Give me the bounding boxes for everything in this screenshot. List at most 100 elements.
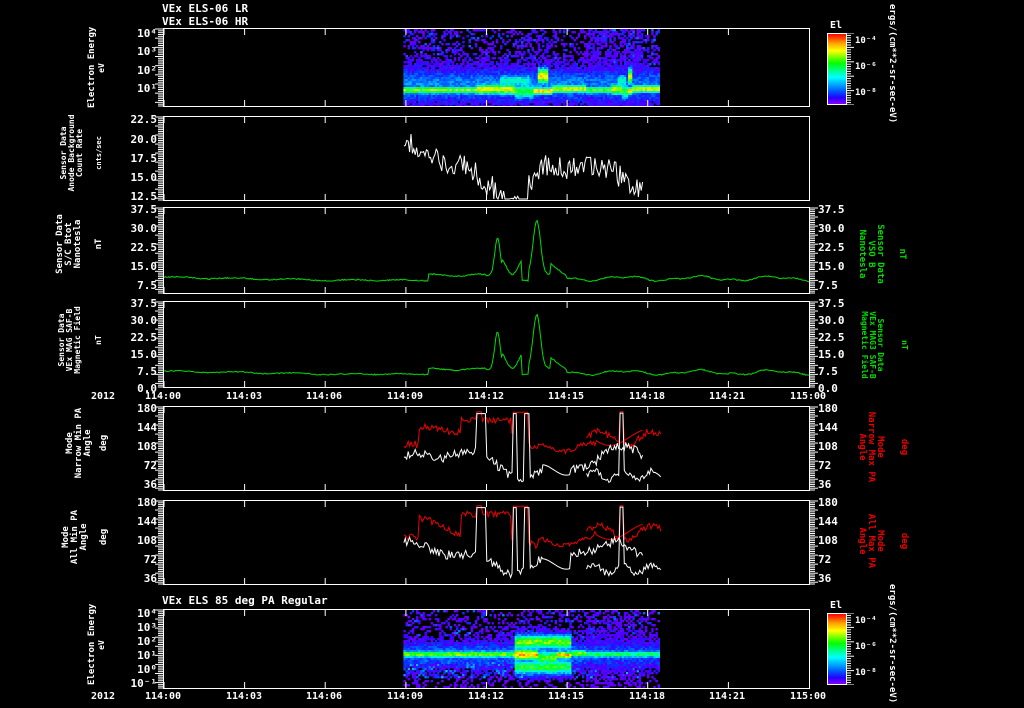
p6-ytick-0: 180 <box>137 496 157 509</box>
panel-narrow-pa[interactable] <box>163 406 810 491</box>
mid-xtick-3: 114:09 <box>386 391 424 402</box>
bot-xtick-3: 114:09 <box>386 691 424 702</box>
panel-title-els06-lr: VEx ELS-06 LR <box>162 2 249 15</box>
colorbar-2-tick-2: 10⁻⁸ <box>855 668 877 678</box>
sc-btot-trace <box>164 208 809 293</box>
mid-xtick-8: 115:00 <box>789 391 827 402</box>
bot-xtick-7: 114:21 <box>708 691 746 702</box>
panel-1-ticks <box>164 29 729 106</box>
p6-ytick-2: 108 <box>137 534 157 547</box>
panel-3-right-unit: nT <box>897 248 907 260</box>
mid-xtick-2: 114:06 <box>305 391 343 402</box>
colorbar-1-unit: ergs/(cm**2-sr-sec-eV) <box>887 4 897 124</box>
panel-6-right-unit: deg <box>899 532 909 550</box>
bot-xtick-4: 114:12 <box>467 691 505 702</box>
mid-xtick-0: 114:00 <box>144 391 182 402</box>
panel-els06-spectrogram[interactable] <box>163 28 810 107</box>
panel-6-y-title: Mode All Min PA Angle <box>61 509 90 565</box>
colorbar-2-ticks <box>847 613 854 685</box>
p6-rytick-3: 72 <box>818 553 832 566</box>
p7-ytick-0: 10⁴ <box>137 607 157 620</box>
panel-7-ticks <box>164 610 729 688</box>
p4-ytick-5: 0.0 <box>137 382 157 395</box>
panel-3-y-title: Sensor Data S/C Btot Nanotesla <box>55 214 84 274</box>
p3-rytick-4: 7.5 <box>818 279 838 292</box>
colorbar-1-tick-2: 10⁻⁸ <box>855 88 877 98</box>
panel-all-pa[interactable] <box>163 500 810 585</box>
p3-ytick-1: 30.0 <box>130 222 158 235</box>
p3-ytick-3: 15.0 <box>130 260 158 273</box>
p6-rytick-4: 36 <box>818 572 832 585</box>
p6-rytick-1: 144 <box>818 515 838 528</box>
panel-4-minor-yticks <box>155 301 163 388</box>
p2-ytick-0: 22.5 <box>130 113 158 126</box>
p5-ytick-3: 72 <box>143 459 157 472</box>
p4-ytick-4: 7.5 <box>137 365 157 378</box>
bot-xtick-2: 114:06 <box>305 691 343 702</box>
colorbar-1-title: El <box>830 20 843 31</box>
p7-ytick-5: 10⁻¹ <box>130 677 158 690</box>
bot-xtick-6: 114:18 <box>628 691 666 702</box>
panel-sc-btot[interactable] <box>163 207 810 294</box>
p7-ytick-1: 10³ <box>137 621 157 634</box>
p7-ytick-4: 10⁰ <box>137 663 157 676</box>
p3-ytick-2: 22.5 <box>130 241 158 254</box>
anode-background-trace <box>164 117 729 200</box>
panel-3-minor-yticks <box>155 207 163 294</box>
bot-xtick-0: 114:00 <box>144 691 182 702</box>
colorbar-2-tick-0: 10⁻⁴ <box>855 616 877 626</box>
bot-xtick-5: 114:15 <box>547 691 585 702</box>
p7-ytick-3: 10¹ <box>137 649 157 662</box>
p4-ytick-1: 30.0 <box>130 314 158 327</box>
all-pa-traces <box>164 501 729 584</box>
colorbar-2-title: El <box>830 600 843 611</box>
colorbar-1-tick-1: 10⁻⁶ <box>855 62 877 72</box>
colorbar-1-tick-0: 10⁻⁴ <box>855 36 877 46</box>
panel-els85-spectrogram[interactable] <box>163 609 810 689</box>
p1-ytick-1: 10³ <box>137 45 157 58</box>
panel-5-minor-yticks <box>155 406 163 491</box>
p5-ytick-4: 36 <box>143 478 157 491</box>
p6-ytick-4: 36 <box>143 572 157 585</box>
p6-rytick-2: 108 <box>818 534 838 547</box>
panel-6-minor-ryticks <box>810 500 818 585</box>
panel-4-right-unit: nT <box>900 340 909 350</box>
p4-rytick-2: 22.5 <box>818 331 845 344</box>
panel-3-minor-ryticks <box>810 207 818 294</box>
p1-ytick-2: 10² <box>137 64 157 77</box>
p6-ytick-1: 144 <box>137 515 157 528</box>
p5-ytick-0: 180 <box>137 402 157 415</box>
p5-rytick-0: 180 <box>818 402 838 415</box>
p3-ytick-0: 37.5 <box>130 203 158 216</box>
p3-rytick-2: 22.5 <box>818 241 845 254</box>
p5-rytick-2: 108 <box>818 440 838 453</box>
p4-ytick-3: 15.0 <box>130 348 158 361</box>
panel-4-minor-ryticks <box>810 301 818 388</box>
spectrogram-image-els06 <box>403 29 660 106</box>
p5-rytick-3: 72 <box>818 459 832 472</box>
mid-xtick-5: 114:15 <box>547 391 585 402</box>
bot-xtick-8: 115:00 <box>789 691 827 702</box>
panel-title-els06-hr: VEx ELS-06 HR <box>162 15 249 28</box>
p4-ytick-0: 37.5 <box>130 297 158 310</box>
p6-ytick-3: 72 <box>143 553 157 566</box>
panel-1-minor-yticks <box>155 28 163 107</box>
colorbar-1 <box>827 33 847 105</box>
panel-anode-background[interactable] <box>163 116 810 201</box>
p3-rytick-0: 37.5 <box>818 203 845 216</box>
panel-5-minor-ryticks <box>810 406 818 491</box>
p6-rytick-0: 180 <box>818 496 838 509</box>
p2-ytick-3: 15.0 <box>130 171 158 184</box>
panel-5-y-title: Mode Narrow Min PA Angle <box>65 407 94 479</box>
p1-ytick-3: 10¹ <box>137 82 157 95</box>
mid-year-label: 2012 <box>90 391 116 402</box>
panel-mag-saf-b[interactable] <box>163 301 810 388</box>
mid-xtick-7: 114:21 <box>708 391 746 402</box>
panel-5-right-unit: deg <box>899 438 909 456</box>
p5-ytick-2: 108 <box>137 440 157 453</box>
panel-6-minor-yticks <box>155 500 163 585</box>
panel-7-y-title: Electron Energy <box>87 603 97 685</box>
panel-2-y-title: Sensor Data Anode Background Count Rate <box>59 114 85 192</box>
panel-7-y-unit: eV <box>97 640 106 650</box>
